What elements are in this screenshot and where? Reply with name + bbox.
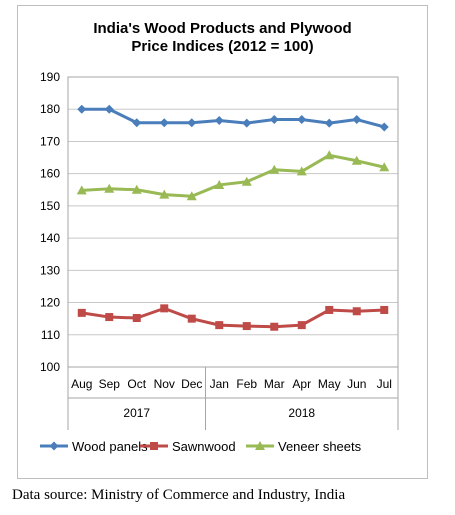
x-tick-label-jun: Jun (347, 377, 366, 391)
data-point-wood-panels-sep (104, 104, 114, 114)
chart-frame (17, 5, 428, 479)
data-point-veneer-sheets-apr (296, 166, 307, 176)
legend-label-veneer-sheets: Veneer sheets (278, 439, 362, 454)
y-tick-label-120: 120 (40, 296, 60, 310)
data-point-wood-panels-dec (187, 118, 197, 128)
y-tick-label-140: 140 (40, 231, 60, 245)
legend-swatch-marker-wood-panels (49, 441, 59, 451)
y-tick-label-100: 100 (40, 360, 60, 374)
x-tick-label-jul: Jul (377, 377, 392, 391)
data-point-wood-panels-may (324, 118, 334, 128)
y-tick-label-130: 130 (40, 263, 60, 277)
x-tick-label-may: May (318, 377, 341, 391)
data-point-veneer-sheets-mar (269, 164, 280, 174)
x-tick-label-aug: Aug (71, 377, 92, 391)
chart-title-line-1: India's Wood Products and Plywood (93, 20, 352, 37)
legend-label-sawnwood: Sawnwood (172, 439, 236, 454)
data-point-wood-panels-aug (77, 104, 87, 114)
data-point-veneer-sheets-dec (186, 191, 197, 201)
x-tick-label-nov: Nov (154, 377, 175, 391)
series-line-wood-panels (81, 107, 385, 129)
x-tick-label-sep: Sep (99, 377, 121, 391)
data-point-sawnwood-jul (380, 305, 389, 314)
data-point-veneer-sheets-oct (131, 184, 142, 194)
data-point-wood-panels-feb (242, 118, 252, 128)
data-point-sawnwood-apr (297, 321, 306, 330)
legend-label-wood-panels: Wood panels (72, 439, 148, 454)
data-point-veneer-sheets-aug (76, 185, 87, 195)
y-tick-label-160: 160 (40, 167, 60, 181)
y-tick-label-110: 110 (41, 328, 60, 342)
data-point-sawnwood-nov (160, 304, 169, 313)
data-point-sawnwood-may (325, 305, 334, 314)
data-point-veneer-sheets-nov (159, 189, 170, 199)
x-tick-label-oct: Oct (127, 377, 146, 391)
plot-area (67, 76, 399, 368)
legend-swatch-marker-sawnwood (150, 442, 158, 450)
y-tick-label-190: 190 (40, 70, 60, 84)
y-tick-label-180: 180 (40, 102, 60, 116)
x-tick-label-feb: Feb (236, 377, 257, 391)
series-wood-panels (77, 104, 389, 132)
year-label-2018: 2018 (288, 406, 315, 420)
legend-item-wood-panels: Wood panels (40, 439, 148, 454)
legend-swatch-marker-veneer-sheets (255, 441, 265, 450)
x-tick-label-dec: Dec (181, 377, 202, 391)
y-tick-label-150: 150 (40, 199, 60, 213)
data-point-sawnwood-jan (215, 321, 224, 330)
data-point-sawnwood-oct (132, 314, 141, 323)
data-point-sawnwood-aug (77, 308, 86, 317)
data-point-sawnwood-sep (105, 313, 114, 322)
data-point-veneer-sheets-sep (104, 183, 115, 193)
data-point-veneer-sheets-feb (241, 176, 252, 186)
data-point-veneer-sheets-jun (351, 155, 362, 165)
data-point-wood-panels-oct (132, 118, 142, 128)
data-point-sawnwood-dec (187, 314, 196, 323)
data-point-veneer-sheets-jan (214, 179, 225, 189)
data-point-wood-panels-mar (269, 115, 279, 125)
series-line-sawnwood (81, 306, 385, 329)
series-sawnwood (77, 304, 389, 331)
x-tick-label-jan: Jan (210, 377, 229, 391)
legend-item-veneer-sheets: Veneer sheets (246, 439, 362, 454)
series-veneer-sheets (76, 150, 390, 201)
year-label-2017: 2017 (123, 406, 150, 420)
data-point-veneer-sheets-jul (379, 162, 390, 172)
data-point-sawnwood-jun (352, 307, 361, 316)
data-point-wood-panels-apr (297, 115, 307, 125)
x-tick-label-mar: Mar (264, 377, 285, 391)
chart-title: India's Wood Products and Plywood Price … (17, 20, 428, 56)
line-chart: 100 110 120 130 140 150 160 170 180 190 Aug Sep Oct N… (40, 70, 399, 454)
data-source-note: Data source: Ministry of Commerce and In… (12, 487, 346, 503)
data-point-sawnwood-mar (270, 322, 279, 331)
data-point-wood-panels-nov (159, 118, 169, 128)
legend-item-sawnwood: Sawnwood (140, 439, 236, 454)
series-line-veneer-sheets (81, 153, 385, 198)
x-tick-label-apr: Apr (292, 377, 311, 391)
data-point-wood-panels-jan (214, 116, 224, 125)
data-point-veneer-sheets-may (324, 150, 335, 160)
data-point-wood-panels-jun (352, 115, 362, 125)
data-point-wood-panels-jul (379, 122, 389, 132)
chart-title-line-2: Price Indices (2012 = 100) (131, 38, 314, 55)
y-tick-label-170: 170 (40, 134, 60, 148)
data-point-sawnwood-feb (242, 322, 251, 331)
